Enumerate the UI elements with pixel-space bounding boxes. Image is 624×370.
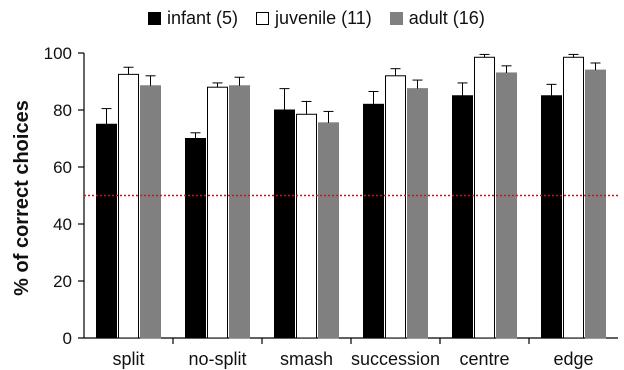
bar-succession-series-2 [407,88,428,339]
legend-swatch-infant [148,12,161,25]
legend: infant (5) juvenile (11) adult (16) [148,8,485,29]
x-tick-label-split: split [112,349,144,369]
legend-label-juvenile: juvenile (11) [275,8,372,28]
bar-edge-series-1 [563,56,584,339]
bar-no-split-series-2 [229,85,250,339]
legend-item-adult: adult (16) [389,8,485,29]
y-tick-label-80: 80 [53,101,72,120]
x-tick-label-smash: smash [280,349,333,369]
x-tick-label-no-split: no-split [188,349,246,369]
bar-split-series-2 [140,85,161,339]
legend-label-adult: adult (16) [408,8,485,28]
y-tick-label-0: 0 [63,329,72,348]
bar-centre-series-0 [452,95,473,339]
plot-area: 0 20 40 60 80 100 split no-split smash succession… [44,44,618,369]
bar-centre-series-1 [474,56,495,339]
bar-succession-series-1 [385,75,406,339]
y-tick-label-20: 20 [53,272,72,291]
y-axis-label: % of correct choices [11,100,33,296]
bar-no-split-series-1 [207,86,228,339]
legend-swatch-juvenile [256,12,270,25]
bar-smash-series-1 [296,113,317,339]
legend-item-juvenile: juvenile (11) [256,8,372,29]
legend-item-infant: infant (5) [148,8,238,29]
bar-split-series-0 [96,123,117,339]
x-tick-label-edge: edge [553,349,593,369]
y-tick-label-100: 100 [44,44,72,63]
x-tick-label-succession: succession [351,349,440,369]
bar-edge-series-2 [585,69,606,339]
y-tick-label-60: 60 [53,158,72,177]
bar-no-split-series-0 [185,138,206,339]
legend-label-infant: infant (5) [167,8,239,28]
legend-swatch-adult [389,12,403,25]
bar-centre-series-2 [496,72,517,339]
bar-succession-series-0 [363,103,384,339]
bar-split-series-1 [118,73,139,339]
bar-smash-series-2 [318,122,339,339]
bar-edge-series-0 [541,95,562,339]
x-tick-label-centre: centre [459,349,509,369]
bar-smash-series-0 [274,109,295,339]
y-tick-label-40: 40 [53,215,72,234]
